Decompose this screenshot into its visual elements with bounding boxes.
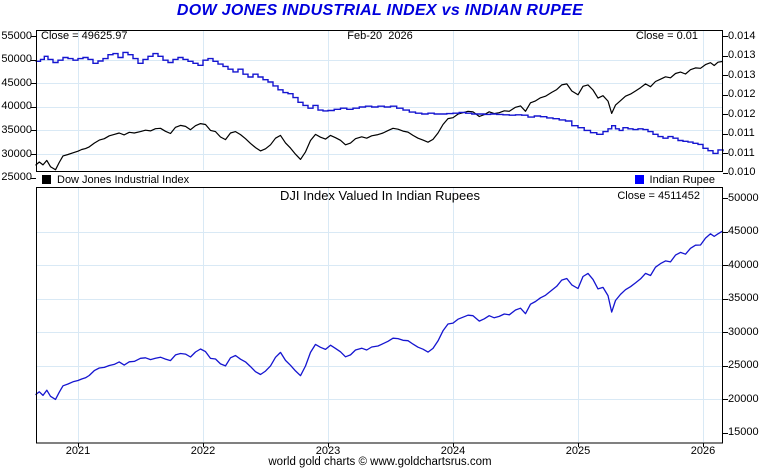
top-left-axis-tick-label: 25000 [1,171,32,184]
dji-close-label: Close = 49625.97 [41,30,128,42]
top-left-axis-tick-label: 30000 [1,147,32,160]
legend-item-indian-rupee: Indian Rupee [634,173,715,186]
rupee-line [35,51,724,155]
rupee-close-label: Close = 0.01 [635,30,698,42]
bottom-right-axis-tick-label: 45000 [728,225,759,238]
bottom-right-axis-tick-label: 25000 [728,359,759,372]
top-right-axis-tick-label: 0.012 [728,107,756,120]
x-axis-year-label: 2021 [65,445,91,457]
bottom-panel-title: DJI Index Valued In Indian Rupees [280,188,480,203]
bottom-right-axis-tick-label: 20000 [728,392,759,405]
dji-in-inr-line [35,230,724,401]
dji-line [35,60,724,171]
bottom-right-axis-tick-label: 35000 [728,292,759,305]
x-axis-year-label: 2025 [565,445,591,457]
x-axis-year-label: 2024 [440,445,466,457]
legend-strip: Dow Jones Industrial Index Indian Rupee [36,172,723,187]
last-date-label: Feb-20 2026 [347,30,413,42]
top-right-axis-tick-label: 0.013 [728,49,756,61]
page-title: DOW JONES INDUSTRIAL INDEX vs INDIAN RUP… [176,2,584,19]
legend-item-dow-jones: Dow Jones Industrial Index [42,174,189,186]
top-right-axis-tick-label: 0.011 [728,146,755,159]
x-axis-year-label: 2022 [190,445,216,457]
footer-attribution: world gold charts © www.goldchartsrus.co… [268,456,492,468]
top-left-axis-tick-label: 35000 [1,123,32,136]
top-left-axis-tick-label: 40000 [1,100,32,113]
bottom-right-axis-tick-label: 30000 [728,325,759,338]
legend-label-indian-rupee: Indian Rupee [649,173,715,186]
x-axis-year-label: 2026 [690,445,716,457]
bottom-right-axis-tick-label: 40000 [728,258,759,271]
bottom-right-axis-tick-label: 15000 [728,426,759,439]
legend-label-dow-jones: Dow Jones Industrial Index [57,173,190,186]
top-right-axis-tick-label: 0.010 [728,166,756,178]
x-axis-year-label: 2023 [315,445,341,457]
top-left-axis-tick-label: 45000 [1,76,32,89]
top-right-axis-tick-label: 0.011 [728,127,755,139]
top-left-axis-tick-label: 55000 [1,29,32,42]
top-right-axis-tick-label: 0.014 [728,29,756,42]
top-left-axis-tick-label: 50000 [1,53,32,66]
bottom-right-axis-tick-label: 50000 [728,191,759,204]
indian-rupee-swatch-icon [634,175,644,184]
dji-inr-close-label: Close = 4511452 [617,190,700,202]
top-right-axis-tick-label: 0.013 [728,68,756,81]
dow-jones-swatch-icon [42,175,51,184]
top-right-axis-tick-label: 0.012 [728,88,756,100]
